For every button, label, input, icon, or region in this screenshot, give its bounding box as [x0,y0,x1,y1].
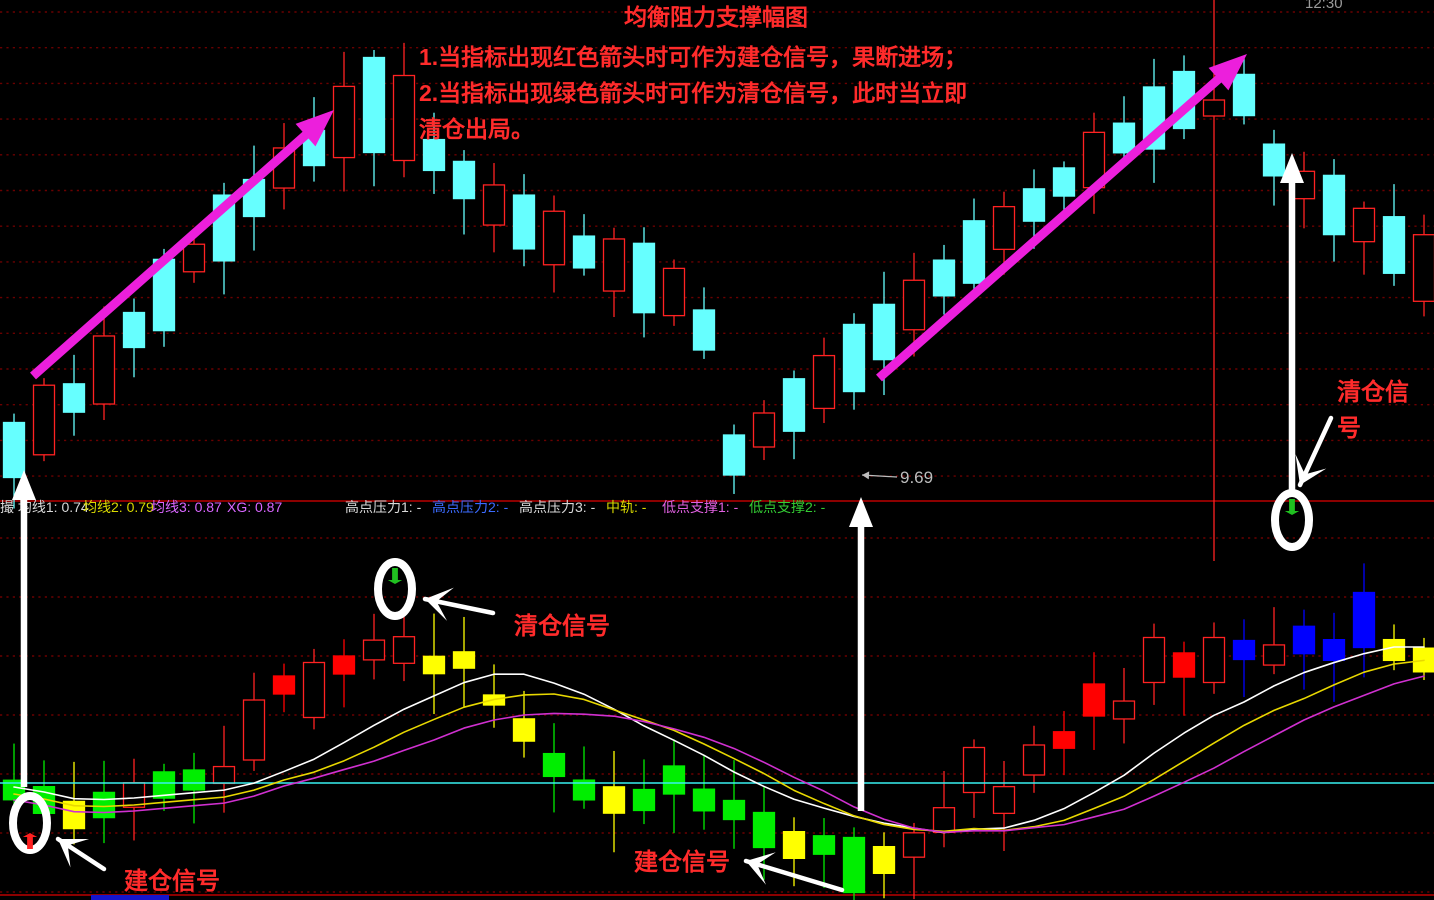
svg-text:均线3: 0.87: 均线3: 0.87 [151,499,222,515]
svg-text:高点压力3: -: 高点压力3: - [519,499,596,515]
svg-text:清仓信号: 清仓信号 [514,612,610,640]
svg-text:建仓信号: 建仓信号 [124,867,220,895]
svg-text:清仓信: 清仓信 [1337,378,1409,406]
svg-text:清仓出局。: 清仓出局。 [419,116,534,142]
svg-text:高点压力1: -: 高点压力1: - [345,499,422,515]
svg-text:XG: 0.87: XG: 0.87 [227,499,282,515]
svg-text:低点支撑2: -: 低点支撑2: - [749,499,826,515]
svg-text:中轨: -: 中轨: - [606,499,647,515]
svg-text:建仓信号: 建仓信号 [634,848,730,876]
svg-text:号: 号 [1337,415,1361,442]
svg-text:低点支撑1: -: 低点支撑1: - [662,499,739,515]
svg-text:9.69: 9.69 [900,468,933,487]
svg-text:12:30: 12:30 [1305,0,1343,12]
svg-text:撮 均线1: 0.74: 撮 均线1: 0.74 [0,499,89,515]
svg-text:高点压力2: -: 高点压力2: - [432,499,509,515]
svg-text:均线2: 0.79: 均线2: 0.79 [83,499,154,515]
svg-text:均衡阻力支撑幅图: 均衡阻力支撑幅图 [624,4,808,30]
svg-text:1.当指标出现红色箭头时可作为建仓信号，果断进场；: 1.当指标出现红色箭头时可作为建仓信号，果断进场； [419,44,967,70]
svg-text:2.当指标出现绿色箭头时可作为清仓信号，此时当立即: 2.当指标出现绿色箭头时可作为清仓信号，此时当立即 [419,80,967,106]
